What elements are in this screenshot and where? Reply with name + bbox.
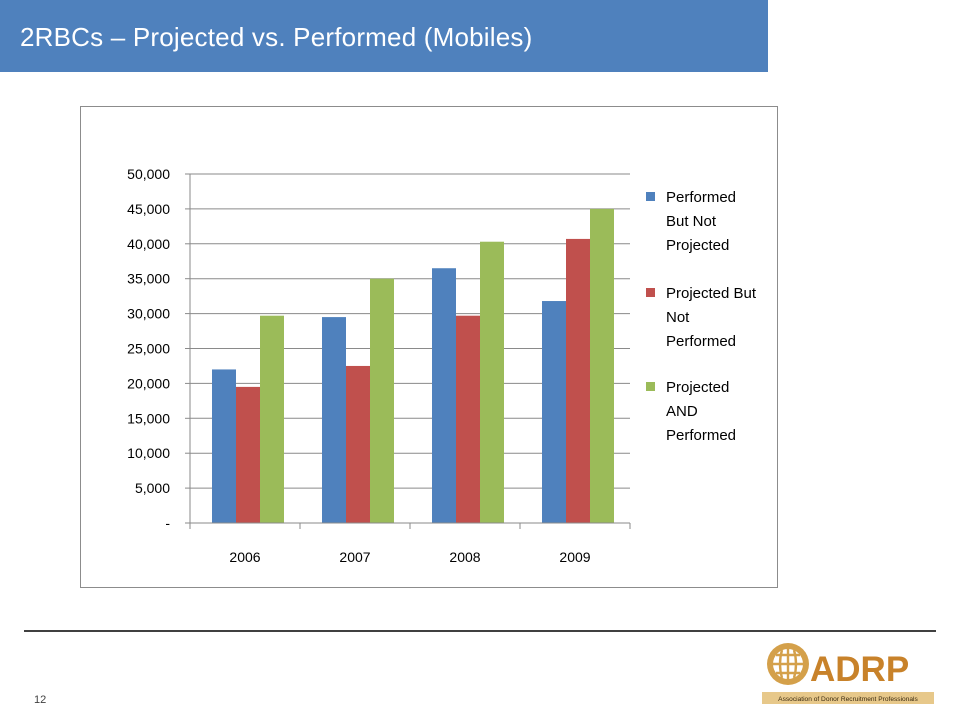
bar-3-2009 [590, 208, 614, 523]
bar-3-2006 [260, 315, 284, 523]
footer-divider [24, 630, 936, 632]
y-tick-label: 10,000 [127, 445, 170, 461]
x-tick-label: 2007 [339, 549, 370, 565]
bar-1-2006 [212, 369, 236, 523]
bar-3-2008 [480, 241, 504, 523]
adrp-logo: ADRP Association of Donor Recruitment Pr… [762, 643, 934, 704]
logo-wordmark: ADRP [810, 650, 909, 689]
bar-1-2008 [432, 268, 456, 523]
y-tick-label: 40,000 [127, 236, 170, 252]
x-tick-label: 2008 [449, 549, 480, 565]
globe-icon [767, 643, 809, 685]
logo-tagline: Association of Donor Recruitment Profess… [778, 696, 918, 703]
tick-labels: - 5,000 10,000 15,000 20,000 25,000 30,000 35,0… [127, 166, 591, 565]
y-tick-label: 35,000 [127, 271, 170, 287]
y-tick-label: 5,000 [135, 480, 170, 496]
legend-swatch [646, 288, 655, 297]
chart-frame [80, 106, 778, 588]
y-tick-label: 25,000 [127, 341, 170, 357]
y-tick-label: 15,000 [127, 410, 170, 426]
bar-3-2007 [370, 278, 394, 523]
legend-label: Projected AND Performed [666, 379, 737, 444]
slide-title: 2RBCs – Projected vs. Performed (Mobiles… [20, 22, 533, 52]
bar-2-2008 [456, 315, 480, 523]
title-bar: 2RBCs – Projected vs. Performed (Mobiles… [0, 0, 768, 72]
bar-1-2009 [542, 301, 566, 523]
y-tick-label: - [165, 515, 170, 531]
axes [185, 173, 631, 529]
legend-swatch [646, 382, 655, 391]
y-tick-label: 50,000 [127, 166, 170, 182]
bar-1-2007 [322, 317, 346, 523]
x-tick-label: 2006 [229, 549, 260, 565]
legend-label: Performed But Not Projected [666, 189, 737, 254]
legend-swatch [646, 192, 655, 201]
y-tick-label: 45,000 [127, 201, 170, 217]
bar-2-2007 [346, 365, 370, 523]
bar-2-2009 [566, 238, 590, 523]
bar-2-2006 [236, 386, 260, 523]
page-number: 12 [34, 694, 47, 706]
legend-label: Projected But Not Performed [666, 285, 757, 350]
bars [212, 208, 614, 523]
y-tick-label: 20,000 [127, 375, 170, 391]
y-tick-label: 30,000 [127, 306, 170, 322]
x-tick-label: 2009 [559, 549, 590, 565]
